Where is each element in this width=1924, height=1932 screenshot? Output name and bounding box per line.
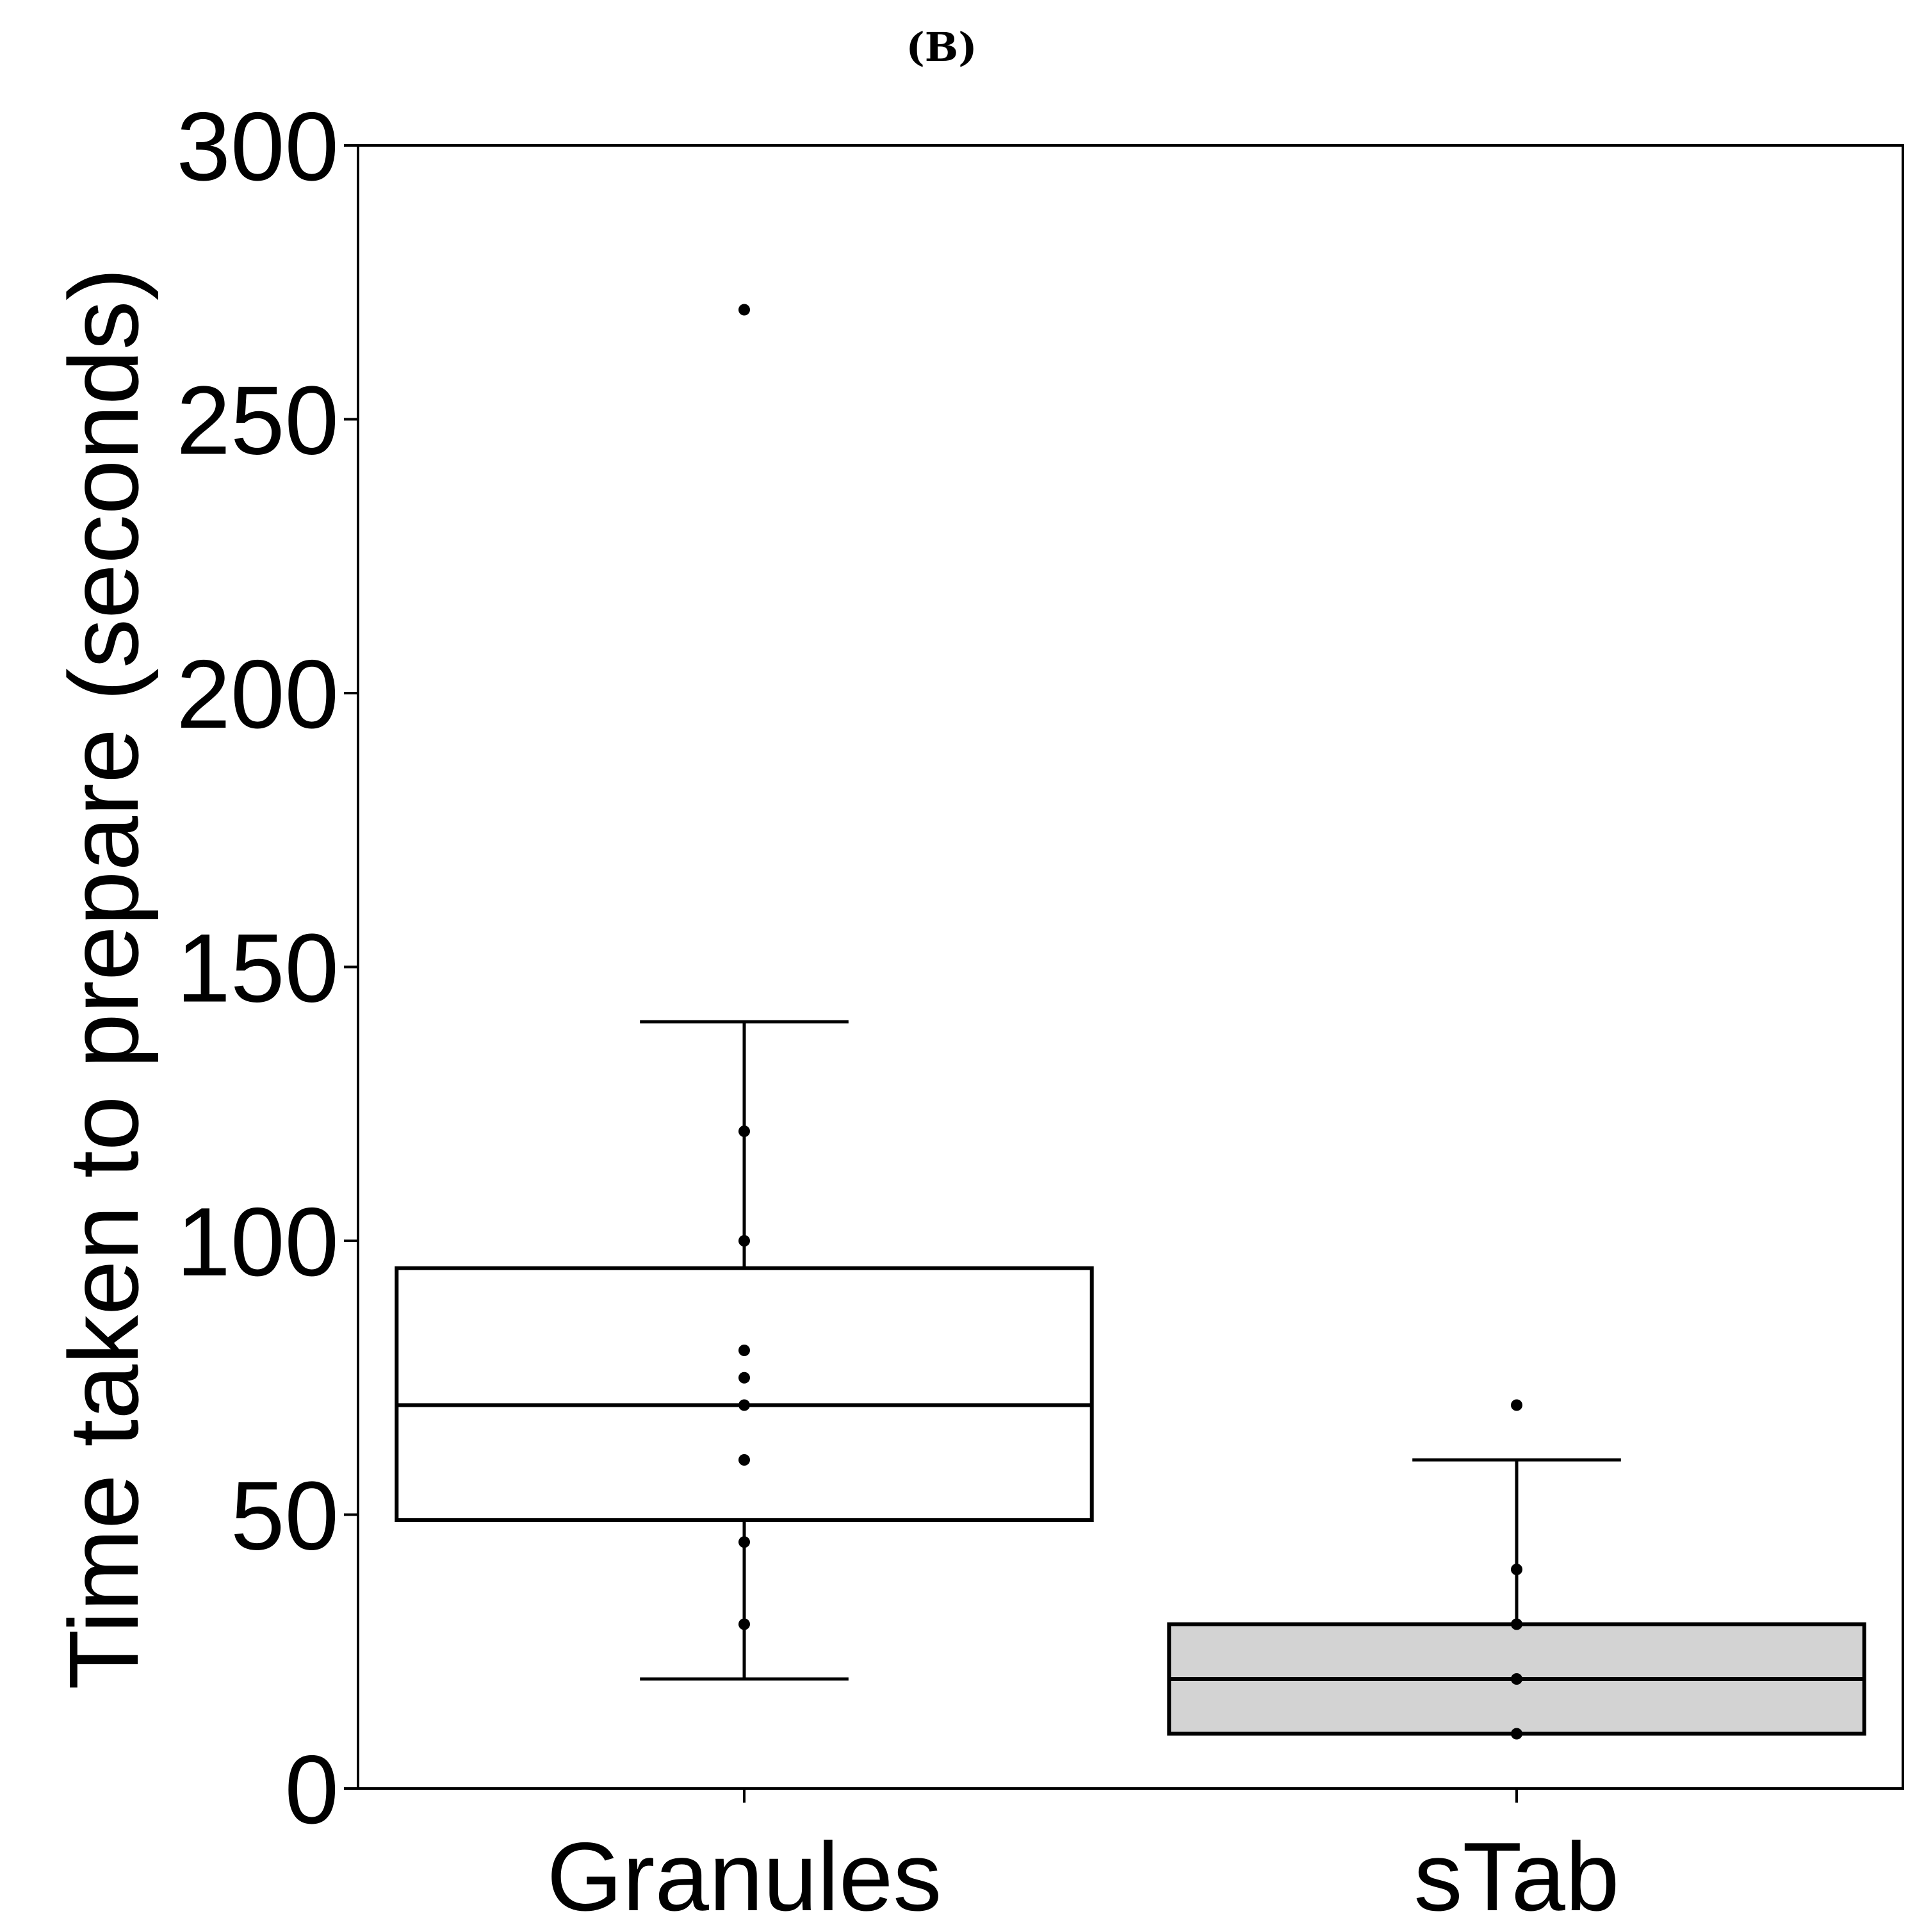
data-point-stab-0: [1511, 1728, 1522, 1740]
data-point-granules-7: [738, 1126, 750, 1137]
box-series: [395, 304, 1866, 1740]
data-point-stab-3: [1511, 1564, 1522, 1575]
box-stab: [1167, 1399, 1866, 1740]
y-tick-label-100: 100: [176, 1188, 339, 1297]
box-granules: [395, 304, 1094, 1681]
y-tick-label-200: 200: [176, 640, 339, 749]
y-tick-label-150: 150: [176, 914, 339, 1023]
iqr-box-granules: [395, 1266, 1094, 1523]
x-axis-ticks: Granules sTab: [547, 1789, 1620, 1931]
y-tick-label-50: 50: [231, 1462, 339, 1571]
x-tick-label-stab: sTab: [1414, 1822, 1619, 1931]
panel-label: (B): [906, 24, 977, 70]
plot-frame: [357, 144, 1904, 1790]
data-point-stab-2: [1511, 1618, 1522, 1630]
data-point-granules-6: [738, 1235, 750, 1247]
y-tick-label-250: 250: [176, 366, 339, 475]
y-axis-title: Time taken to prepare (seconds): [49, 268, 159, 1690]
y-tick-label-300: 300: [176, 92, 339, 201]
y-axis-ticks: 0 50 100 150 200 250 300: [176, 92, 358, 1844]
data-point-granules-2: [738, 1454, 750, 1466]
y-tick-label-0: 0: [284, 1735, 339, 1844]
x-tick-label-granules: Granules: [547, 1822, 942, 1931]
data-point-granules-8: [738, 304, 750, 316]
data-point-granules-1: [738, 1536, 750, 1548]
data-point-granules-4: [738, 1371, 750, 1384]
data-point-granules-5: [738, 1345, 750, 1356]
data-point-stab-1: [1511, 1673, 1522, 1685]
data-point-granules-3: [738, 1399, 750, 1411]
data-point-granules-0: [738, 1618, 750, 1630]
data-point-stab-4: [1511, 1399, 1522, 1411]
